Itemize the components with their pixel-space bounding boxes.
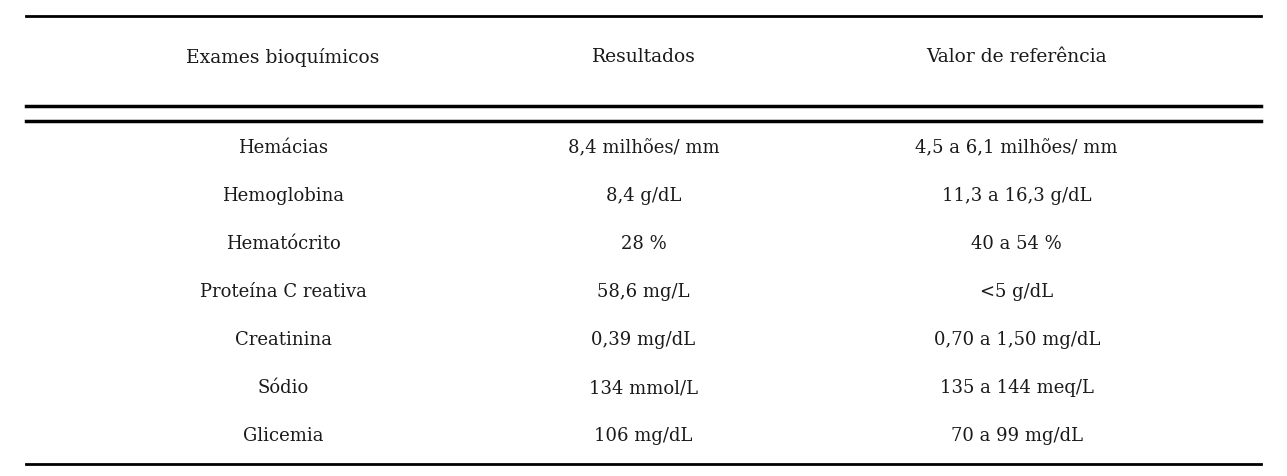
Text: 11,3 a 16,3 g/dL: 11,3 a 16,3 g/dL [942,187,1091,205]
Text: Hematócrito: Hematócrito [225,235,341,253]
Text: 8,4 g/dL: 8,4 g/dL [606,187,681,205]
Text: <5 g/dL: <5 g/dL [981,283,1053,300]
Text: 58,6 mg/L: 58,6 mg/L [597,283,690,300]
Text: Valor de referência: Valor de referência [927,48,1107,66]
Text: Hemácias: Hemácias [238,139,328,157]
Text: Resultados: Resultados [592,48,695,66]
Text: Sódio: Sódio [257,378,309,397]
Text: 70 a 99 mg/dL: 70 a 99 mg/dL [951,426,1082,445]
Text: 4,5 a 6,1 milhões/ mm: 4,5 a 6,1 milhões/ mm [915,139,1118,157]
Text: 106 mg/dL: 106 mg/dL [595,426,692,445]
Text: 0,39 mg/dL: 0,39 mg/dL [592,330,695,348]
Text: 135 a 144 meq/L: 135 a 144 meq/L [940,378,1094,397]
Text: Creatinina: Creatinina [234,330,332,348]
Text: Proteína C reativa: Proteína C reativa [199,283,367,300]
Text: Glicemia: Glicemia [243,426,323,445]
Text: 28 %: 28 % [620,235,667,253]
Text: 0,70 a 1,50 mg/dL: 0,70 a 1,50 mg/dL [933,330,1100,348]
Text: Exames bioquímicos: Exames bioquímicos [187,48,380,67]
Text: Hemoglobina: Hemoglobina [223,187,344,205]
Text: 8,4 milhões/ mm: 8,4 milhões/ mm [568,139,719,157]
Text: 40 a 54 %: 40 a 54 % [972,235,1062,253]
Text: 134 mmol/L: 134 mmol/L [589,378,698,397]
